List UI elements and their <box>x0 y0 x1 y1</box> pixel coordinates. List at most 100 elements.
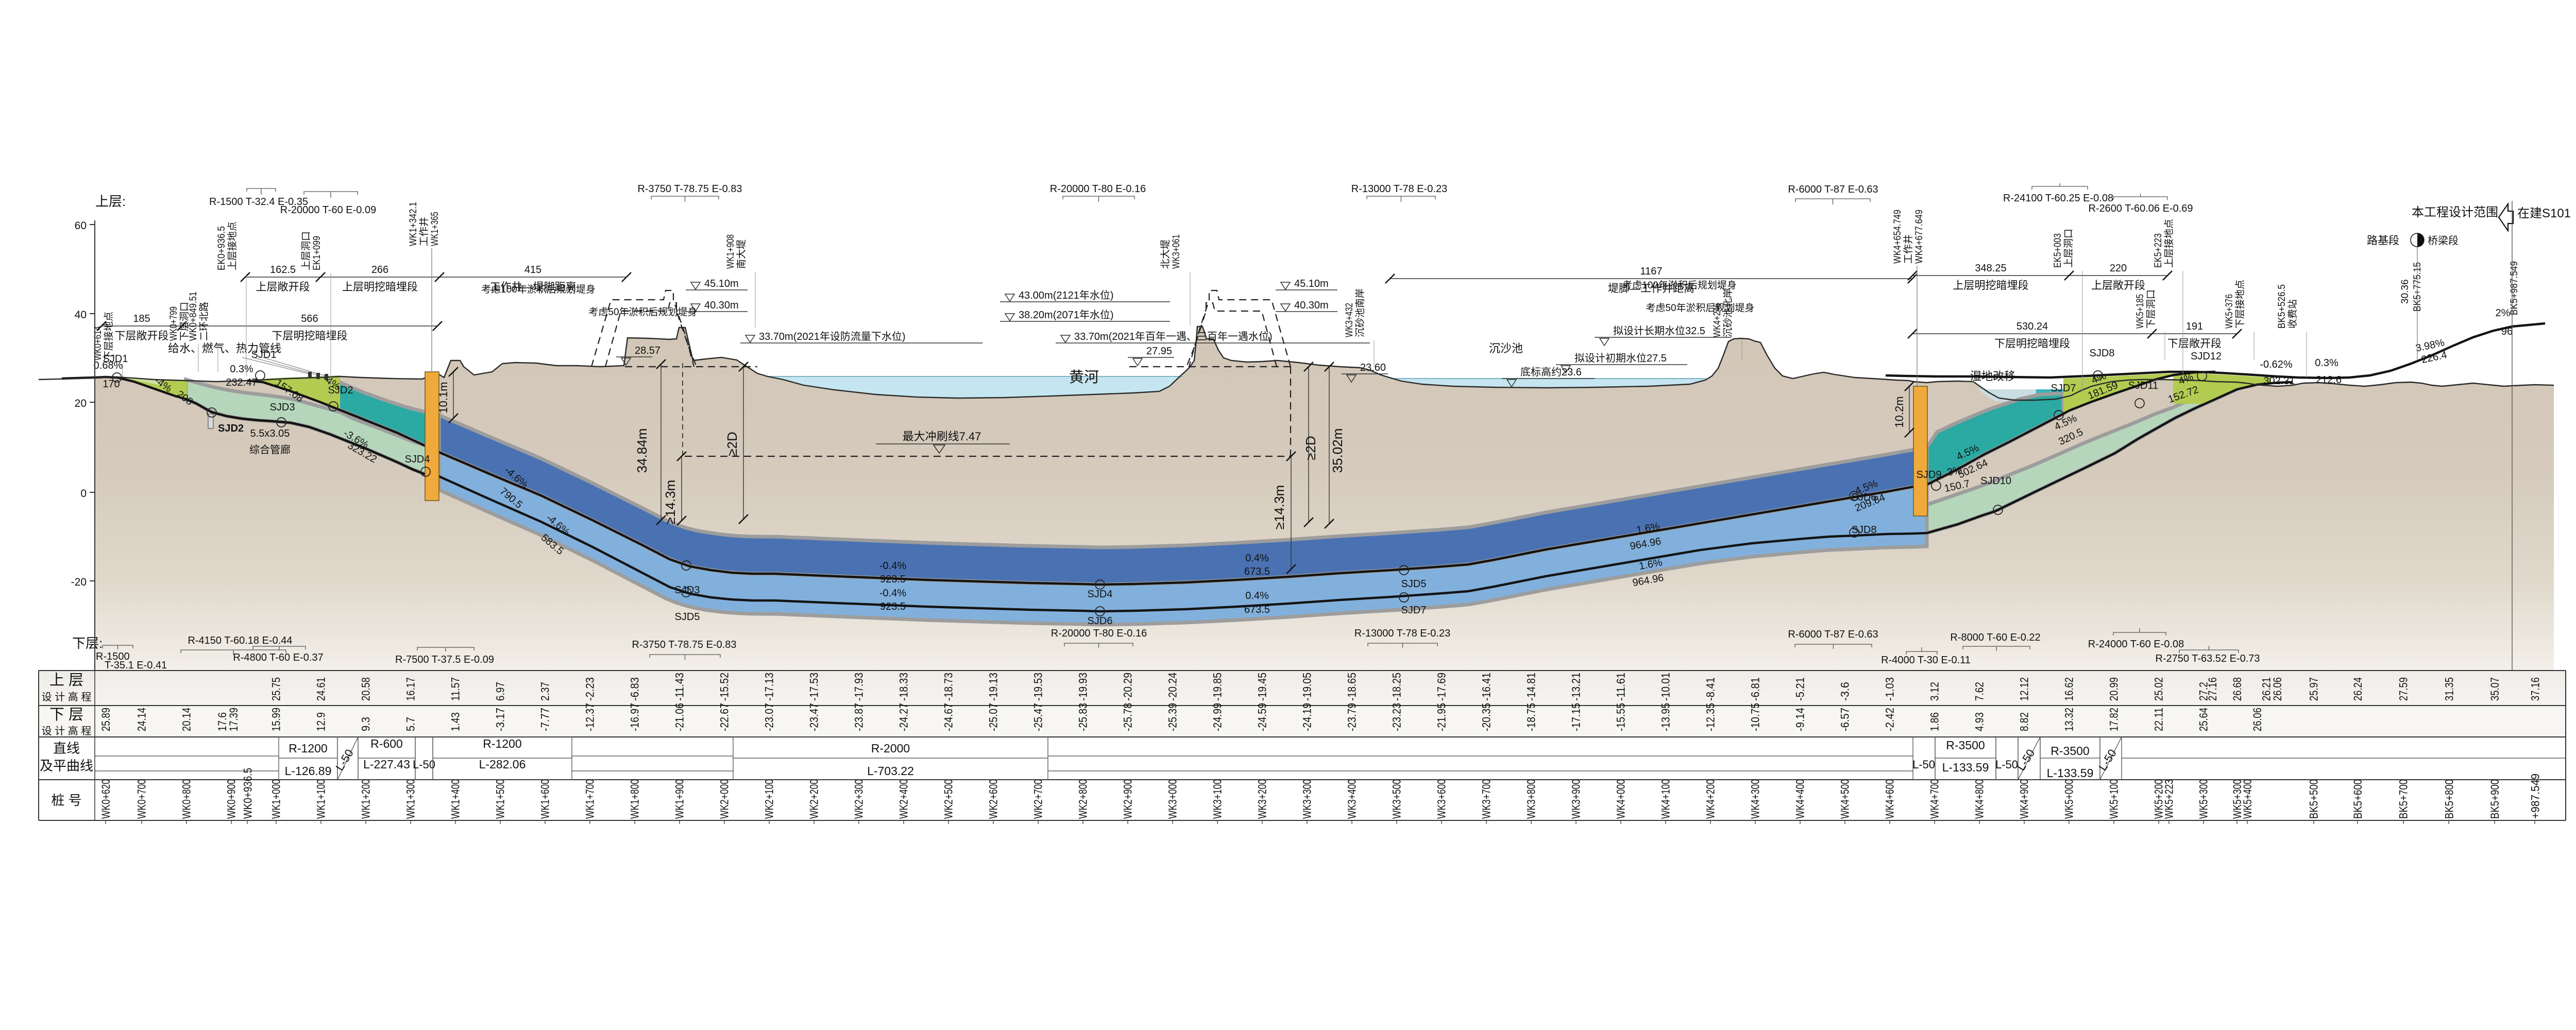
svg-text:WK4+800: WK4+800 <box>1973 779 1986 819</box>
svg-text:20: 20 <box>75 398 87 409</box>
svg-text:R-1500: R-1500 <box>96 651 130 662</box>
svg-text:-19.93: -19.93 <box>1077 673 1090 701</box>
svg-text:60: 60 <box>75 220 87 232</box>
svg-text:≥2D: ≥2D <box>1303 436 1318 460</box>
svg-text:WK5+200: WK5+200 <box>2153 779 2165 819</box>
svg-text:SJD7: SJD7 <box>1401 605 1427 616</box>
svg-text:北大堤: 北大堤 <box>1160 239 1171 269</box>
svg-text:考虑100年淤积后规划堤身: 考虑100年淤积后规划堤身 <box>1622 280 1737 291</box>
svg-text:16.17: 16.17 <box>404 677 417 701</box>
svg-text:-17.93: -17.93 <box>853 673 866 701</box>
svg-text:EK5+223: EK5+223 <box>2153 233 2164 268</box>
svg-text:162.5: 162.5 <box>270 264 296 276</box>
svg-text:L-133.59: L-133.59 <box>2047 766 2094 780</box>
svg-text:-2.42: -2.42 <box>1884 708 1896 731</box>
svg-text:WK1+200: WK1+200 <box>360 779 372 819</box>
svg-text:WK4+677.649: WK4+677.649 <box>1914 210 1925 264</box>
svg-text:45.10m: 45.10m <box>704 278 739 289</box>
svg-text:-24.19: -24.19 <box>1301 703 1314 731</box>
svg-text:WK4+000: WK4+000 <box>1615 779 1628 819</box>
svg-text:-10.75: -10.75 <box>1749 703 1762 731</box>
svg-text:SJD11: SJD11 <box>2128 380 2159 391</box>
svg-text:1.86: 1.86 <box>1928 712 1941 731</box>
svg-text:232.47: 232.47 <box>226 377 257 388</box>
svg-text:12.9: 12.9 <box>315 712 328 731</box>
svg-text:0: 0 <box>80 488 87 500</box>
svg-text:1167: 1167 <box>1640 266 1662 277</box>
svg-text:桩 号: 桩 号 <box>51 793 81 808</box>
svg-text:R-7500 T-37.5 E-0.09: R-7500 T-37.5 E-0.09 <box>395 654 494 665</box>
svg-text:WK3+500: WK3+500 <box>1391 779 1403 819</box>
svg-text:R-4150 T-60.18 E-0.44: R-4150 T-60.18 E-0.44 <box>188 635 292 646</box>
svg-text:-10.01: -10.01 <box>1659 673 1672 701</box>
svg-text:WK3+800: WK3+800 <box>1525 779 1538 819</box>
svg-text:SJD6: SJD6 <box>1088 615 1113 627</box>
svg-text:工作井: 工作井 <box>418 217 430 246</box>
svg-text:考虑50年淤积后规划堤身: 考虑50年淤积后规划堤身 <box>588 306 697 318</box>
svg-text:WK2+200: WK2+200 <box>808 779 821 819</box>
svg-text:WK1+342.1: WK1+342.1 <box>408 202 419 246</box>
svg-text:0.3%: 0.3% <box>2315 357 2338 369</box>
svg-text:下层接地点: 下层接地点 <box>103 312 114 360</box>
svg-text:R-4800 T-60 E-0.37: R-4800 T-60 E-0.37 <box>233 652 323 663</box>
svg-text:-12.35: -12.35 <box>1704 703 1717 731</box>
svg-text:WK5+376: WK5+376 <box>2224 294 2235 329</box>
svg-text:下层接地点: 下层接地点 <box>2234 280 2246 329</box>
svg-text:WK3+432: WK3+432 <box>1344 303 1355 337</box>
svg-text:工作井: 工作井 <box>1903 234 1914 264</box>
svg-text:10.1m: 10.1m <box>437 382 450 413</box>
svg-text:WK0+620: WK0+620 <box>99 779 112 819</box>
svg-text:SJD4: SJD4 <box>405 454 430 465</box>
svg-text:R-6000 T-87 E-0.63: R-6000 T-87 E-0.63 <box>1788 629 1878 640</box>
svg-text:-19.13: -19.13 <box>987 673 1000 701</box>
svg-text:23.60: 23.60 <box>1360 362 1386 373</box>
svg-text:-24.67: -24.67 <box>942 703 955 731</box>
svg-text:-17.69: -17.69 <box>1435 673 1448 701</box>
svg-text:给水、燃气、热力管线: 给水、燃气、热力管线 <box>168 342 281 355</box>
svg-text:WK5+223: WK5+223 <box>2163 779 2176 819</box>
svg-text:L-227.43: L-227.43 <box>363 758 410 771</box>
svg-text:WK2+000: WK2+000 <box>718 779 731 819</box>
svg-text:923.5: 923.5 <box>880 601 906 612</box>
svg-text:R-24100 T-60.25 E-0.08: R-24100 T-60.25 E-0.08 <box>2003 193 2113 204</box>
svg-text:-22.67: -22.67 <box>718 703 731 731</box>
svg-text:-24.99: -24.99 <box>1211 703 1224 731</box>
svg-text:-11.43: -11.43 <box>673 673 686 701</box>
svg-text:-25.07: -25.07 <box>987 703 1000 731</box>
svg-text:L-50: L-50 <box>413 758 435 771</box>
svg-text:WK2+500: WK2+500 <box>942 779 955 819</box>
svg-text:673.5: 673.5 <box>1244 566 1270 577</box>
svg-text:路基段: 路基段 <box>2367 235 2399 247</box>
svg-text:12.12: 12.12 <box>2018 677 2031 701</box>
svg-text:-20: -20 <box>71 576 87 588</box>
svg-text:26.06: 26.06 <box>2271 677 2284 701</box>
svg-text:BK5+900: BK5+900 <box>2488 779 2501 819</box>
svg-text:415: 415 <box>524 264 541 276</box>
svg-text:-14.81: -14.81 <box>1525 673 1538 701</box>
svg-text:WK1+908: WK1+908 <box>725 234 736 269</box>
svg-text:WK1+000: WK1+000 <box>270 779 283 819</box>
svg-text:WK1+100: WK1+100 <box>315 779 328 819</box>
svg-text:13.32: 13.32 <box>2063 708 2076 731</box>
svg-text:40.30m: 40.30m <box>704 300 739 311</box>
svg-text:26.24: 26.24 <box>2351 677 2364 701</box>
svg-text:R-20000 T-60 E-0.09: R-20000 T-60 E-0.09 <box>280 204 376 216</box>
svg-text:+987.549: +987.549 <box>2529 774 2541 819</box>
svg-text:BK5+600: BK5+600 <box>2351 779 2364 819</box>
svg-text:BK5+500: BK5+500 <box>2308 779 2320 819</box>
svg-text:WK2+300: WK2+300 <box>853 779 866 819</box>
svg-text:185: 185 <box>133 313 150 324</box>
svg-text:WK1+800: WK1+800 <box>629 779 641 819</box>
svg-text:25.02: 25.02 <box>2153 677 2165 701</box>
svg-text:-6.57: -6.57 <box>1839 708 1852 731</box>
svg-text:SJD8: SJD8 <box>1852 524 1877 536</box>
svg-text:R-1200: R-1200 <box>289 742 327 755</box>
svg-text:WK5+000: WK5+000 <box>2063 779 2076 819</box>
svg-text:SJD3: SJD3 <box>270 402 295 413</box>
svg-text:底标高约23.6: 底标高约23.6 <box>1520 366 1582 378</box>
svg-text:考虑100年淤积后规划堤身: 考虑100年淤积后规划堤身 <box>481 284 596 295</box>
svg-text:上层接地点: 上层接地点 <box>227 221 238 270</box>
svg-text:L-282.06: L-282.06 <box>479 758 526 771</box>
svg-text:WK3+200: WK3+200 <box>1256 779 1269 819</box>
svg-text:-23.23: -23.23 <box>1391 703 1403 731</box>
